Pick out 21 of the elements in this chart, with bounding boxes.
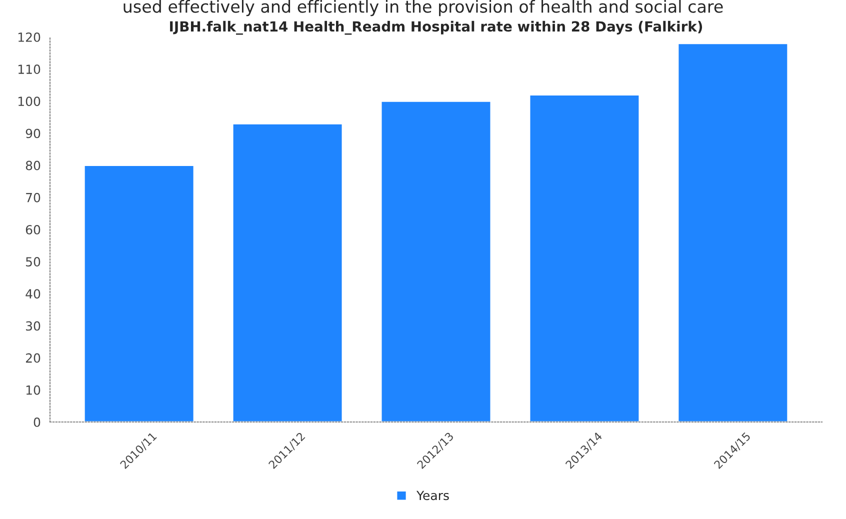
y-tick-label: 100 [18, 96, 40, 106]
chart-title: IJBH.falk_nat14 Health_Readm Hospital rate within 28 Days (Falkirk) [170, 20, 702, 35]
y-tick-label: 90 [26, 128, 40, 138]
y-tick-label: 20 [26, 353, 40, 363]
bar [232, 122, 344, 422]
y-tick-label: 80 [26, 160, 40, 170]
bar [677, 42, 789, 422]
y-tick-label: 110 [18, 64, 40, 74]
y-tick-label: 10 [26, 385, 40, 395]
text: used effectively and efficiently in the provision of health and social care [124, 0, 723, 16]
y-tick-label: 70 [26, 192, 40, 202]
bar [380, 100, 492, 422]
y-tick-label: 60 [26, 224, 40, 234]
y-tick-label: 0 [34, 417, 40, 427]
bar [528, 94, 640, 422]
y-tick-label: 30 [26, 321, 40, 331]
y-tick-label: 40 [26, 289, 40, 299]
bar [83, 164, 195, 422]
legend-label: Years [416, 490, 449, 500]
y-tick-label: 50 [26, 257, 40, 267]
y-tick-label: 120 [18, 32, 40, 42]
